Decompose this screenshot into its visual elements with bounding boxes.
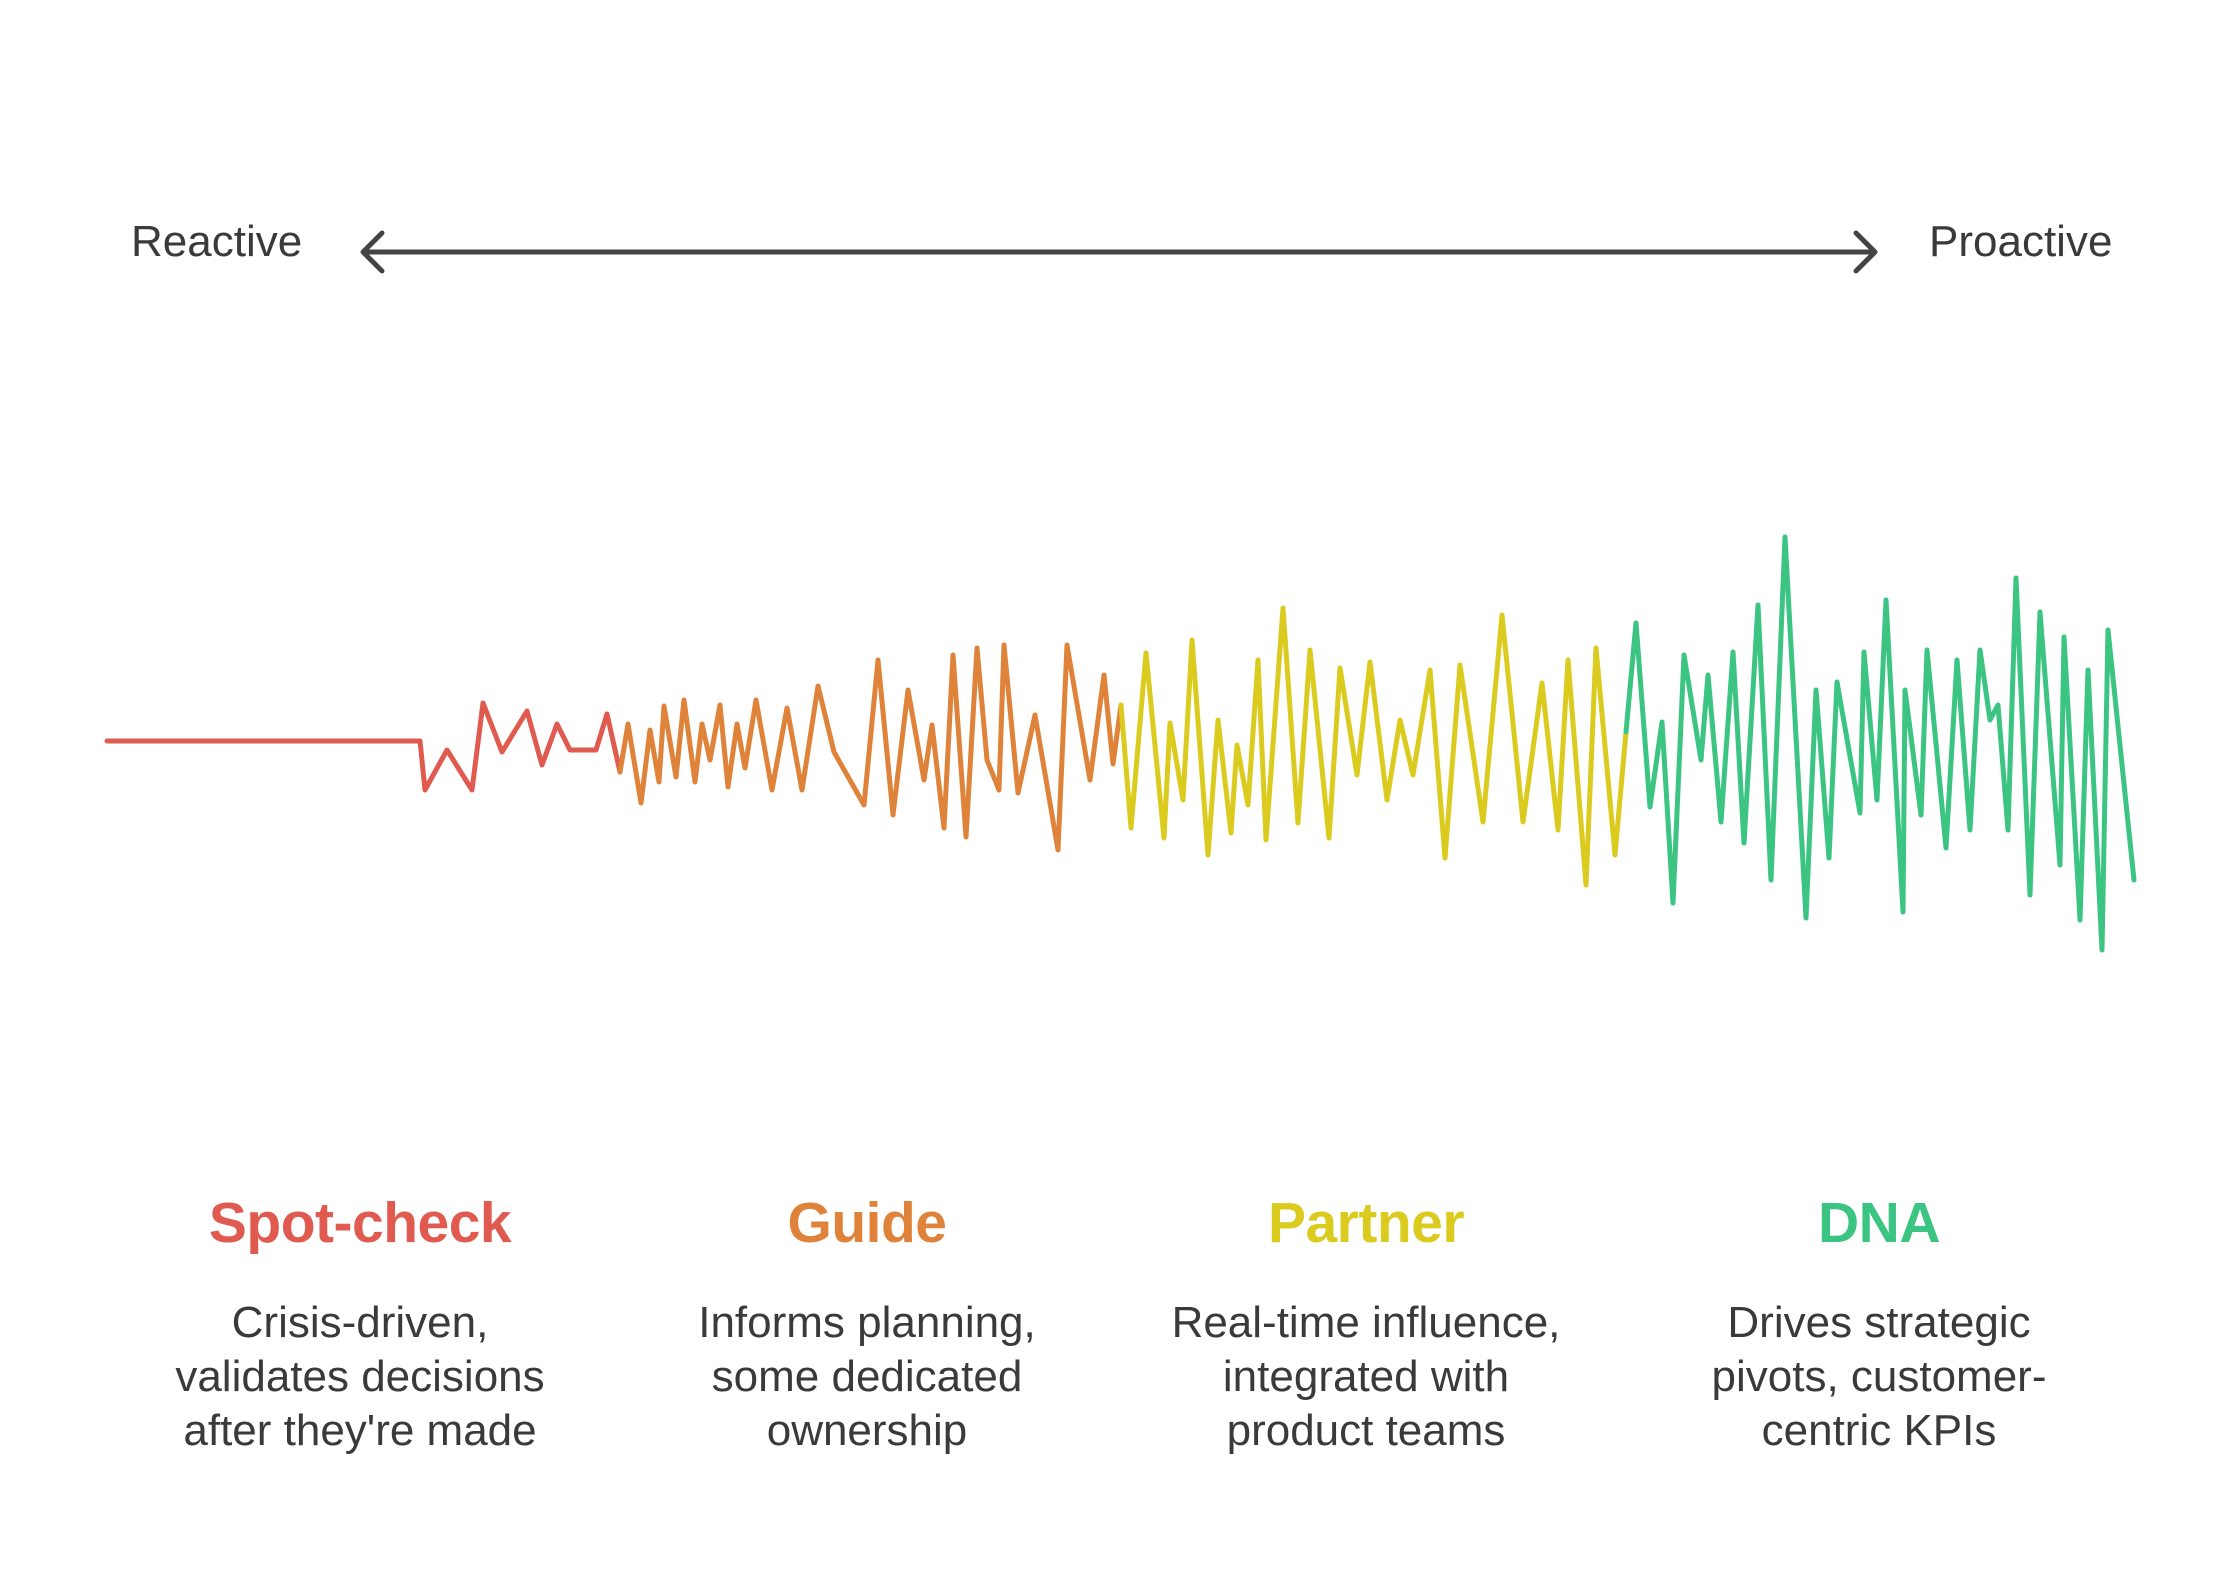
description-line: Crisis-driven, (231, 1298, 489, 1347)
description-line: integrated with (1222, 1352, 1510, 1401)
description-line: Informs planning, (698, 1298, 1036, 1347)
description-line: Drives strategic (1727, 1298, 2031, 1347)
waveform-segment-spot-check (104, 700, 623, 793)
waveform-segment-guide (617, 642, 1124, 853)
description-line: product teams (1226, 1406, 1506, 1455)
stage-title: DNA (1818, 1191, 1941, 1255)
reactive-label: Reactive (131, 217, 303, 266)
arrow-head-right (1853, 230, 1878, 274)
waveform-segment-partner (1118, 605, 1629, 888)
arrow-head-left (360, 230, 385, 274)
stage-title: Guide (787, 1191, 947, 1255)
stage-description: Informs planning, some dedicated ownersh… (632, 1296, 1102, 1458)
stage-title: Partner (1267, 1191, 1465, 1255)
stage-partner: Partner Real-time influence, integrated … (1131, 1195, 1601, 1458)
description-line: validates decisions (175, 1352, 545, 1401)
description-line: ownership (766, 1406, 968, 1455)
description-line: centric KPIs (1761, 1406, 1997, 1455)
waveform (104, 534, 2137, 953)
stage-spot-check: Spot-check Crisis-driven, validates deci… (125, 1195, 595, 1458)
proactive-label: Proactive (1929, 217, 2113, 266)
description-line: Real-time influence, (1171, 1298, 1561, 1347)
waveform-segment-dna (1623, 534, 2137, 953)
stage-description: Crisis-driven, validates decisions after… (125, 1296, 595, 1458)
double-arrow-icon (360, 230, 1878, 274)
stage-description: Drives strategic pivots, customer- centr… (1644, 1296, 2114, 1458)
description-line: pivots, customer- (1711, 1352, 2047, 1401)
stage-dna: DNA Drives strategic pivots, customer- c… (1644, 1195, 2114, 1458)
description-line: some dedicated (711, 1352, 1023, 1401)
description-line: after they're made (183, 1406, 537, 1455)
stage-guide: Guide Informs planning, some dedicated o… (632, 1195, 1102, 1458)
stage-description: Real-time influence, integrated with pro… (1131, 1296, 1601, 1458)
stage-title: Spot-check (208, 1191, 512, 1255)
